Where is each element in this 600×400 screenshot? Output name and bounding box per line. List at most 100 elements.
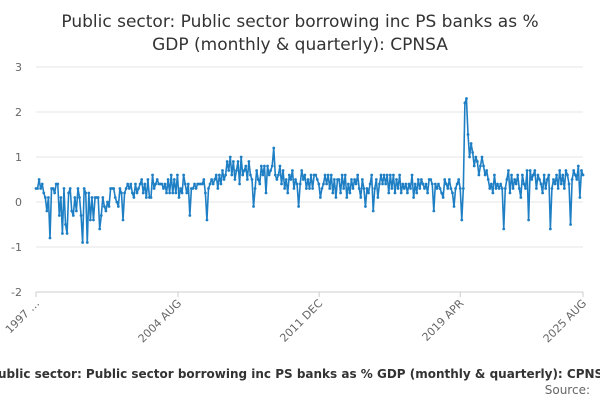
data-point (42, 191, 46, 195)
data-point (472, 164, 476, 168)
data-point (578, 196, 582, 199)
data-point (241, 173, 245, 177)
data-point (567, 182, 571, 186)
data-point (395, 178, 398, 181)
data-point (53, 191, 57, 195)
data-point (213, 178, 217, 181)
data-point (169, 173, 173, 177)
data-point (106, 200, 109, 204)
data-point (309, 173, 313, 177)
data-point (275, 178, 279, 181)
data-point (291, 169, 294, 172)
data-point (141, 191, 145, 195)
data-point (99, 214, 103, 217)
data-point (137, 187, 140, 190)
y-tick-label: -2 (11, 286, 22, 299)
data-point (166, 178, 170, 181)
data-point (37, 178, 41, 181)
data-point (387, 191, 391, 195)
data-point (121, 218, 125, 222)
data-point (252, 205, 255, 208)
data-point (185, 191, 189, 195)
data-point (465, 97, 468, 100)
data-point (222, 178, 226, 181)
data-point (337, 178, 341, 181)
data-point (503, 187, 507, 190)
data-point (225, 160, 229, 163)
data-point (438, 187, 442, 190)
data-point (555, 173, 558, 177)
data-point (527, 218, 531, 222)
data-point (323, 173, 327, 177)
data-point (573, 173, 577, 177)
data-point (401, 182, 405, 186)
data-point (331, 191, 335, 195)
data-point (329, 173, 333, 177)
data-point (51, 187, 55, 190)
data-point (318, 196, 322, 199)
data-point (183, 182, 187, 186)
data-point (491, 191, 495, 195)
data-point (519, 196, 523, 199)
data-point (486, 178, 490, 181)
data-point (320, 187, 324, 190)
data-point (505, 178, 509, 181)
data-point (500, 187, 504, 190)
data-point (118, 187, 122, 190)
data-point (475, 160, 479, 163)
data-point (40, 182, 44, 186)
data-point (107, 205, 111, 208)
data-point (524, 187, 527, 190)
chart-title-line-2: GDP (monthly & quarterly): CPNSA (152, 35, 448, 55)
data-point (385, 173, 389, 177)
data-point (135, 191, 139, 195)
x-axis: 1997 … 2004 AUG 2011 DEC 2019 APR 2025 AUG (3, 291, 589, 345)
data-point (180, 191, 184, 195)
data-point (359, 196, 363, 199)
footer-caption: ublic sector: Public sector borrowing in… (0, 367, 600, 381)
data-point (126, 182, 130, 186)
data-point (508, 191, 512, 195)
data-point (236, 160, 240, 163)
data-point (570, 178, 574, 181)
data-point (287, 173, 291, 177)
data-point (443, 178, 447, 181)
data-point (303, 173, 307, 177)
data-point (416, 178, 420, 181)
data-point (81, 241, 85, 244)
data-point (172, 178, 176, 181)
data-point (415, 191, 419, 195)
data-point (499, 182, 503, 186)
data-point (432, 209, 436, 213)
data-point (263, 164, 266, 168)
data-point (342, 187, 346, 190)
data-point (228, 155, 232, 159)
data-point (174, 191, 178, 195)
data-point (558, 169, 562, 172)
data-point (413, 182, 417, 186)
data-point (566, 173, 569, 177)
data-point (177, 196, 181, 199)
data-point (353, 178, 356, 181)
data-point (87, 191, 91, 195)
y-tick-label: -1 (11, 241, 22, 254)
data-point (96, 196, 100, 199)
data-point (343, 173, 347, 177)
data-point (239, 155, 243, 159)
data-point (104, 209, 108, 213)
data-point (488, 187, 492, 190)
data-point (90, 196, 94, 199)
data-point (127, 187, 131, 190)
data-point (489, 182, 493, 186)
data-point (261, 173, 265, 177)
data-point (471, 151, 475, 154)
data-point (36, 187, 39, 190)
data-point (64, 223, 67, 226)
data-point (120, 191, 123, 195)
data-point (440, 191, 443, 195)
data-point (541, 191, 544, 195)
data-point (382, 173, 386, 177)
data-point (447, 178, 451, 181)
data-point (138, 182, 142, 186)
data-point (545, 178, 549, 181)
